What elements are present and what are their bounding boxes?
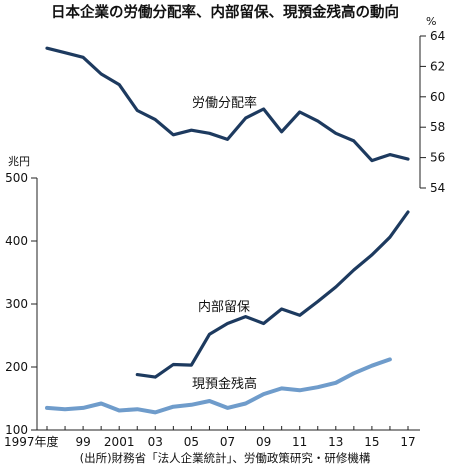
left-y-tick-label: 400 [5, 234, 28, 248]
source-note: (出所)財務省「法人企業統計」、労働政策研究・研修機構 [80, 451, 371, 465]
x-tick-label: 05 [184, 435, 199, 449]
right-y-tick-label: 60 [430, 90, 445, 104]
upper-panel-frame: % 54 56 58 60 62 64 [45, 15, 445, 195]
x-tick-label: 09 [256, 435, 271, 449]
right-y-tick-label: 64 [430, 29, 445, 43]
series-label-cash-deposits: 現預金残高 [192, 376, 257, 392]
left-y-axis-ticks: 100 200 300 400 500 [5, 171, 37, 437]
x-tick-label: 13 [328, 435, 343, 449]
x-tick-label: 03 [148, 435, 163, 449]
right-y-tick-label: 62 [430, 59, 445, 73]
right-y-tick-label: 58 [430, 120, 445, 134]
series-label-retained-earnings: 内部留保 [198, 299, 250, 315]
upper-series-group [45, 46, 410, 163]
x-tick-label: 15 [364, 435, 379, 449]
left-y-tick-label: 500 [5, 171, 28, 185]
left-axis-unit: 兆円 [8, 155, 30, 168]
left-y-tick-label: 300 [5, 297, 28, 311]
right-y-tick-label: 56 [430, 151, 445, 165]
x-axis-ticks: 1997年度 99 2001 03 05 07 09 11 13 15 17 [4, 426, 416, 449]
x-tick-label: 17 [400, 435, 415, 449]
retained-earnings-line [135, 210, 410, 379]
left-y-tick-label: 200 [5, 360, 28, 374]
right-y-tick-label: 54 [430, 181, 445, 195]
right-y-axis-ticks: 54 56 58 60 62 64 [420, 29, 445, 195]
left-y-tick-label: 100 [5, 423, 28, 437]
chart-title: 日本企業の労働分配率、内部留保、現預金残高の動向 [51, 3, 399, 21]
series-label-labor-share: 労働分配率 [192, 95, 257, 111]
series-labels: 労働分配率 内部留保 現預金残高 [192, 95, 257, 392]
right-axis-unit: % [426, 15, 436, 28]
x-tick-label: 07 [220, 435, 235, 449]
lower-series-group [45, 210, 410, 415]
x-tick-label: 11 [292, 435, 307, 449]
x-tick-label: 2001 [104, 435, 135, 449]
labor-share-line [45, 46, 410, 163]
x-tick-label: 1997年度 [4, 434, 59, 449]
cash-deposits-line [45, 357, 392, 415]
x-tick-label: 99 [75, 435, 90, 449]
